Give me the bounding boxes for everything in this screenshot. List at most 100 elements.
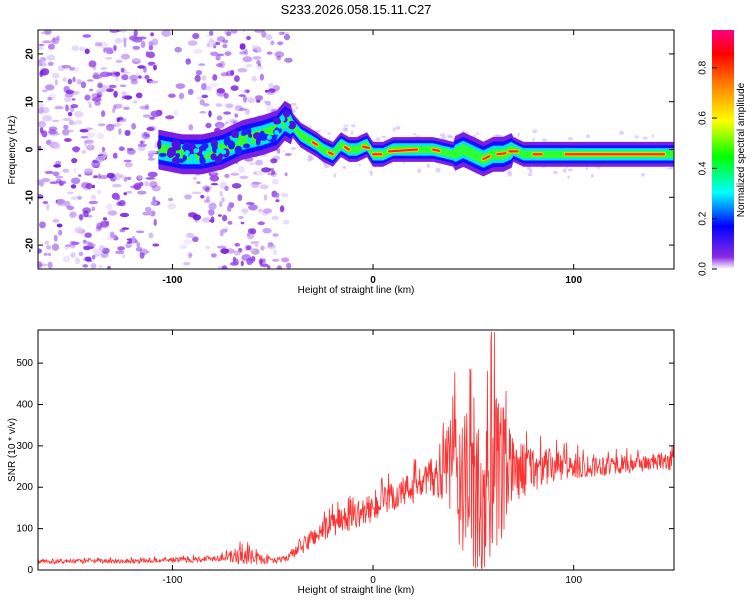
ridge-blob (240, 131, 247, 136)
noise-speckle (258, 208, 263, 213)
noise-speckle (74, 226, 83, 234)
ridge-blob (198, 148, 205, 158)
noise-speckle (245, 202, 255, 205)
y-tick-label: -20 (25, 237, 36, 252)
noise-speckle (39, 179, 45, 187)
noise-speckle (108, 124, 117, 127)
noise-speckle (208, 30, 214, 36)
x-tick-label: 100 (565, 575, 582, 586)
noise-speckle (215, 41, 221, 46)
noise-speckle (263, 194, 268, 201)
noise-speckle (69, 211, 77, 218)
noise-speckle (375, 137, 381, 142)
noise-speckle (619, 130, 625, 135)
noise-speckle (65, 89, 75, 95)
noise-speckle (71, 98, 76, 101)
noise-speckle (109, 231, 115, 238)
noise-speckle (217, 214, 222, 217)
noise-speckle (205, 122, 212, 129)
noise-speckle (221, 197, 225, 203)
noise-speckle (227, 220, 233, 225)
ridge-blob (188, 145, 196, 152)
ridge-blob (218, 153, 223, 161)
noise-speckle (259, 258, 263, 266)
noise-speckle (84, 232, 92, 238)
noise-speckle (239, 107, 247, 111)
noise-speckle (167, 203, 177, 210)
noise-speckle (147, 157, 155, 161)
noise-speckle (56, 199, 67, 206)
noise-speckle (255, 95, 263, 101)
noise-speckle (254, 170, 264, 176)
noise-speckle (256, 46, 262, 53)
noise-speckle (39, 221, 46, 229)
noise-speckle (200, 194, 205, 199)
noise-speckle (54, 79, 58, 86)
noise-speckle (216, 63, 223, 68)
noise-speckle (67, 111, 73, 117)
noise-speckle (47, 261, 53, 269)
noise-speckle (270, 158, 278, 164)
noise-speckle (238, 94, 246, 97)
noise-speckle (148, 150, 157, 154)
noise-speckle (99, 245, 105, 252)
noise-speckle (161, 30, 171, 37)
noise-speckle (147, 171, 158, 178)
noise-speckle (231, 30, 238, 34)
noise-speckle (231, 183, 242, 189)
noise-speckle (84, 256, 92, 262)
ridge-blob (184, 150, 190, 156)
noise-speckle (251, 75, 257, 82)
y-tick-label: 20 (25, 48, 36, 60)
noise-speckle (174, 46, 182, 53)
noise-speckle (527, 173, 533, 177)
noise-speckle (120, 174, 124, 179)
noise-speckle (240, 260, 244, 267)
ridge-blob (243, 143, 251, 149)
noise-speckle (232, 258, 239, 266)
ridge-blob (189, 154, 195, 159)
noise-speckle (254, 159, 264, 166)
noise-speckle (210, 183, 219, 186)
noise-speckle (226, 205, 232, 212)
noise-speckle (230, 172, 240, 176)
noise-speckle (204, 187, 210, 193)
noise-speckle (219, 201, 223, 208)
noise-speckle (145, 51, 150, 58)
noise-speckle (542, 138, 547, 142)
noise-speckle (44, 240, 50, 245)
figure-title: S233.2026.058.15.11.C27 (281, 2, 432, 17)
noise-speckle (126, 147, 134, 151)
noise-speckle (38, 106, 44, 115)
noise-speckle (132, 45, 141, 50)
noise-speckle (327, 132, 332, 135)
noise-speckle (173, 109, 178, 117)
noise-speckle (260, 245, 265, 251)
noise-speckle (129, 35, 139, 41)
noise-speckle (567, 137, 574, 141)
noise-speckle (73, 168, 77, 174)
noise-speckle (234, 75, 240, 82)
ridge-blob (199, 155, 204, 164)
noise-speckle (129, 74, 139, 81)
noise-speckle (210, 172, 219, 177)
noise-speckle (47, 96, 53, 101)
ridge-blob (221, 149, 227, 155)
noise-speckle (275, 199, 280, 203)
noise-speckle (137, 143, 148, 147)
snr-frame (37, 329, 675, 571)
noise-speckle (117, 117, 127, 123)
noise-speckle (315, 129, 321, 133)
ridge-blob (200, 144, 208, 151)
noise-speckle (245, 64, 253, 68)
noise-speckle (220, 248, 230, 255)
noise-speckle (84, 94, 91, 101)
ridge-core-red (496, 152, 507, 156)
ridge-blob (233, 133, 239, 140)
noise-speckle (145, 177, 156, 180)
noise-speckle (150, 110, 161, 118)
noise-speckle (246, 245, 252, 251)
noise-speckle (175, 83, 186, 89)
noise-speckle (568, 168, 573, 172)
